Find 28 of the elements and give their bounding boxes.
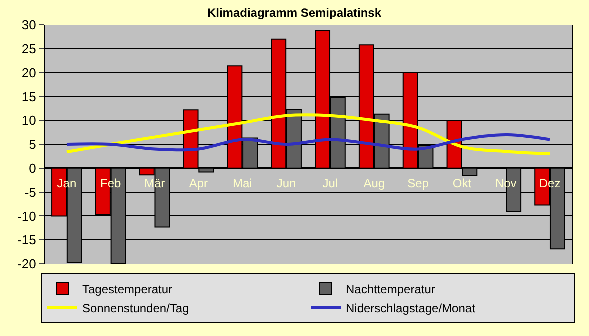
y-tick-label: 20	[22, 65, 36, 80]
y-tick-label: 10	[22, 113, 36, 128]
x-tick-label: Feb	[100, 176, 122, 190]
y-tick-label: -10	[18, 208, 36, 224]
y-tick-label: 0	[29, 160, 36, 176]
x-tick-label: Mai	[232, 176, 252, 190]
y-tick-label: 5	[29, 137, 36, 152]
line-series	[65, 133, 552, 152]
line-series	[65, 114, 552, 156]
chart-title: Klimadiagramm Semipalatinsk	[207, 6, 382, 20]
x-tick-label: Sep	[408, 176, 430, 190]
y-tick-label: -20	[18, 256, 36, 272]
x-tick-label: Jun	[276, 176, 296, 190]
x-tick-label: Jul	[322, 176, 338, 190]
x-tick-label: Apr	[189, 176, 208, 190]
x-tick-label: Jan	[57, 176, 77, 190]
x-tick-label: Aug	[364, 176, 386, 190]
y-tick-label: 30	[22, 18, 36, 33]
legend-label: Nachttemperatur	[346, 282, 436, 297]
legend-label: Sonnenstunden/Tag	[82, 302, 190, 316]
legend-label: Tagestemperatur	[82, 282, 173, 297]
y-tick-label: -5	[24, 184, 36, 200]
x-tick-label: Dez	[539, 176, 561, 190]
y-tick-label: 25	[22, 41, 36, 56]
legend-label: Niderschlagstage/Monat	[346, 302, 476, 316]
y-tick-label: 15	[22, 89, 36, 104]
y-tick-label: -15	[18, 232, 36, 248]
x-tick-label: Okt	[452, 176, 472, 190]
